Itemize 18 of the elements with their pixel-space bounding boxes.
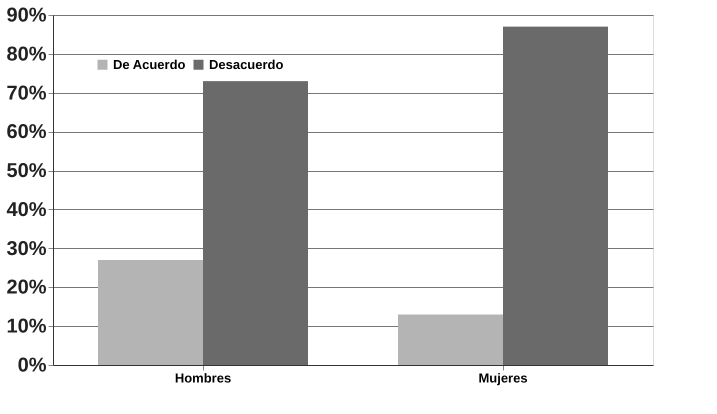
legend-label: Desacuerdo: [209, 56, 284, 72]
y-tick-label: 70%: [6, 82, 47, 104]
y-tick-label: 60%: [6, 121, 47, 144]
bar: [203, 81, 308, 365]
y-tick-label: 10%: [6, 316, 47, 338]
y-tick-label: 0%: [18, 354, 47, 376]
bar: [503, 26, 608, 365]
y-tick-label: 80%: [6, 43, 47, 66]
y-tick-label: 20%: [6, 276, 47, 299]
x-tick-label: Mujeres: [478, 370, 528, 386]
bar: [398, 314, 503, 365]
y-tick-label: 50%: [6, 160, 47, 182]
bar: [98, 260, 203, 365]
y-tick-label: 90%: [6, 4, 47, 26]
y-tick-label: 40%: [6, 198, 47, 221]
legend-label: De Acuerdo: [113, 56, 186, 72]
x-tick-label: Hombres: [174, 370, 232, 386]
y-tick-label: 30%: [6, 238, 47, 260]
